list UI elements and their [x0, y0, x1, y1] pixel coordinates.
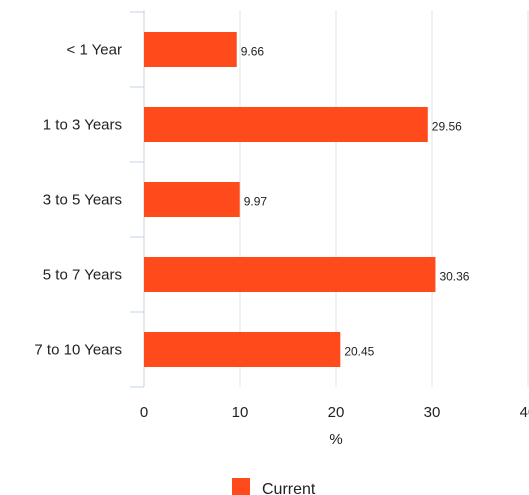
x-axis-title: % [329, 431, 342, 448]
bar[interactable] [144, 257, 436, 292]
x-tick-label: 10 [232, 404, 249, 421]
bar[interactable] [144, 332, 341, 367]
data-label: 30.36 [439, 270, 469, 284]
category-label: 7 to 10 Years [34, 342, 122, 359]
bar[interactable] [144, 32, 237, 67]
legend-swatch-current [232, 478, 250, 495]
x-tick-label: 0 [140, 404, 148, 421]
category-label: 3 to 5 Years [43, 192, 122, 209]
x-tick-label: 30 [424, 404, 441, 421]
x-tick-labels: 0 10 20 30 40 [140, 404, 529, 421]
legend-label-current: Current [262, 481, 316, 495]
bars [144, 32, 436, 367]
data-label: 9.97 [244, 195, 268, 209]
data-labels: 9.66 29.56 9.97 30.36 20.45 [241, 45, 470, 359]
category-axis [130, 10, 145, 388]
data-label: 20.45 [344, 345, 374, 359]
category-labels: < 1 Year 1 to 3 Years 3 to 5 Years 5 to 7 Y… [34, 42, 122, 359]
x-tick-label: 20 [328, 404, 345, 421]
data-label: 9.66 [241, 45, 265, 59]
legend[interactable]: Current [232, 478, 316, 495]
data-label: 29.56 [432, 120, 462, 134]
gridlines [239, 10, 529, 387]
category-label: < 1 Year [67, 42, 122, 59]
x-tick-label: 40 [520, 404, 529, 421]
bar[interactable] [144, 182, 240, 217]
category-label: 1 to 3 Years [43, 117, 122, 134]
category-label: 5 to 7 Years [43, 267, 122, 284]
bar[interactable] [144, 107, 428, 142]
